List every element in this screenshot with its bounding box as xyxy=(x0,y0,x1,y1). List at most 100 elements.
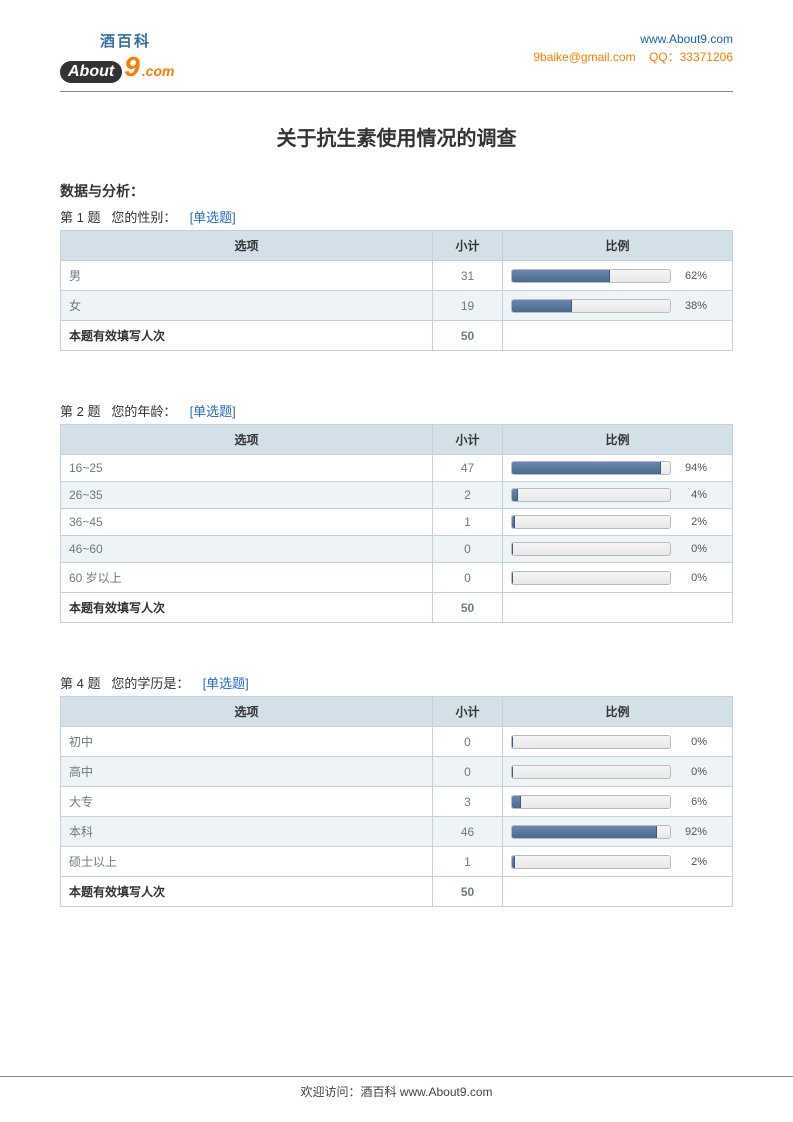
page-header: 酒百科 About 9 .com www.About9.com 9baike@g… xyxy=(60,30,733,83)
question-block: 第 4 题 您的学历是： [单选题]选项小计比例 初中 0 0% 高中 0 0%… xyxy=(60,673,733,907)
option-label: 大专 xyxy=(61,787,433,817)
table-row: 46~60 0 0% xyxy=(61,536,733,563)
option-count: 0 xyxy=(433,536,503,563)
site-url: www.About9.com xyxy=(533,30,733,48)
footer-url: www.About9.com xyxy=(400,1085,493,1099)
bar-inner xyxy=(512,462,661,474)
logo: 酒百科 About 9 .com xyxy=(60,30,174,83)
option-ratio: 0% xyxy=(503,727,733,757)
option-ratio: 0% xyxy=(503,563,733,593)
bar-inner xyxy=(512,270,610,282)
total-row: 本题有效填写人次50 xyxy=(61,321,733,351)
option-ratio: 0% xyxy=(503,757,733,787)
bar-outer xyxy=(511,571,671,585)
page-title: 关于抗生素使用情况的调查 xyxy=(60,122,733,151)
table-row: 36~45 1 2% xyxy=(61,509,733,536)
question-tag: [单选题] xyxy=(190,210,236,225)
question-title: 第 1 题 您的性别： [单选题] xyxy=(60,207,733,226)
option-label: 26~35 xyxy=(61,482,433,509)
option-ratio: 94% xyxy=(503,455,733,482)
total-row: 本题有效填写人次50 xyxy=(61,877,733,907)
bar-inner xyxy=(512,856,515,868)
col-ratio: 比例 xyxy=(503,697,733,727)
col-option: 选项 xyxy=(61,425,433,455)
pct-text: 62% xyxy=(677,270,707,282)
option-label: 60 岁以上 xyxy=(61,563,433,593)
option-ratio: 2% xyxy=(503,509,733,536)
option-count: 1 xyxy=(433,509,503,536)
option-ratio: 4% xyxy=(503,482,733,509)
option-ratio: 62% xyxy=(503,261,733,291)
table-row: 大专 3 6% xyxy=(61,787,733,817)
total-count: 50 xyxy=(433,593,503,623)
option-count: 3 xyxy=(433,787,503,817)
col-count: 小计 xyxy=(433,231,503,261)
survey-table: 选项小计比例 男 31 62% 女 19 38% 本题有效填写人次50 xyxy=(60,230,733,351)
table-row: 硕士以上 1 2% xyxy=(61,847,733,877)
pct-text: 38% xyxy=(677,300,707,312)
option-ratio: 2% xyxy=(503,847,733,877)
question-title: 第 4 题 您的学历是： [单选题] xyxy=(60,673,733,692)
bar-outer xyxy=(511,299,671,313)
contact-email: 9baike@gmail.com xyxy=(533,50,635,64)
bar-outer xyxy=(511,488,671,502)
footer-prefix: 欢迎访问：酒百科 xyxy=(300,1085,399,1099)
bar-outer xyxy=(511,735,671,749)
total-empty xyxy=(503,593,733,623)
pct-text: 4% xyxy=(677,489,707,501)
bar-outer xyxy=(511,765,671,779)
option-count: 2 xyxy=(433,482,503,509)
question-number: 第 1 题 xyxy=(60,210,100,225)
header-divider xyxy=(60,91,733,92)
col-option: 选项 xyxy=(61,697,433,727)
pct-text: 0% xyxy=(677,736,707,748)
question-tag: [单选题] xyxy=(190,404,236,419)
table-row: 16~25 47 94% xyxy=(61,455,733,482)
survey-table: 选项小计比例 16~25 47 94% 26~35 2 4% 36~45 1 xyxy=(60,424,733,623)
bar-inner xyxy=(512,300,572,312)
option-ratio: 92% xyxy=(503,817,733,847)
bar-outer xyxy=(511,461,671,475)
total-count: 50 xyxy=(433,877,503,907)
pct-text: 0% xyxy=(677,766,707,778)
option-label: 16~25 xyxy=(61,455,433,482)
total-label: 本题有效填写人次 xyxy=(61,321,433,351)
option-ratio: 38% xyxy=(503,291,733,321)
option-count: 1 xyxy=(433,847,503,877)
pct-text: 0% xyxy=(677,572,707,584)
total-label: 本题有效填写人次 xyxy=(61,877,433,907)
total-row: 本题有效填写人次50 xyxy=(61,593,733,623)
table-row: 60 岁以上 0 0% xyxy=(61,563,733,593)
total-label: 本题有效填写人次 xyxy=(61,593,433,623)
logo-9-text: 9 xyxy=(124,51,140,83)
option-label: 硕士以上 xyxy=(61,847,433,877)
option-count: 0 xyxy=(433,757,503,787)
bar-outer xyxy=(511,515,671,529)
section-label: 数据与分析： xyxy=(60,181,733,201)
bar-outer xyxy=(511,269,671,283)
bar-outer xyxy=(511,825,671,839)
option-label: 男 xyxy=(61,261,433,291)
bar-outer xyxy=(511,855,671,869)
table-row: 初中 0 0% xyxy=(61,727,733,757)
table-row: 26~35 2 4% xyxy=(61,482,733,509)
pct-text: 92% xyxy=(677,826,707,838)
bar-inner xyxy=(512,796,521,808)
bar-inner xyxy=(512,766,513,778)
col-count: 小计 xyxy=(433,425,503,455)
question-text: 您的性别： xyxy=(111,210,176,225)
pct-text: 2% xyxy=(677,856,707,868)
col-option: 选项 xyxy=(61,231,433,261)
qq-label: QQ： xyxy=(649,50,680,64)
question-number: 第 4 题 xyxy=(60,676,100,691)
option-count: 31 xyxy=(433,261,503,291)
option-count: 46 xyxy=(433,817,503,847)
question-text: 您的年龄： xyxy=(111,404,176,419)
option-label: 36~45 xyxy=(61,509,433,536)
option-label: 高中 xyxy=(61,757,433,787)
option-ratio: 6% xyxy=(503,787,733,817)
option-count: 0 xyxy=(433,563,503,593)
pct-text: 94% xyxy=(677,462,707,474)
page-footer: 欢迎访问：酒百科 www.About9.com xyxy=(0,1076,793,1100)
bar-outer xyxy=(511,542,671,556)
